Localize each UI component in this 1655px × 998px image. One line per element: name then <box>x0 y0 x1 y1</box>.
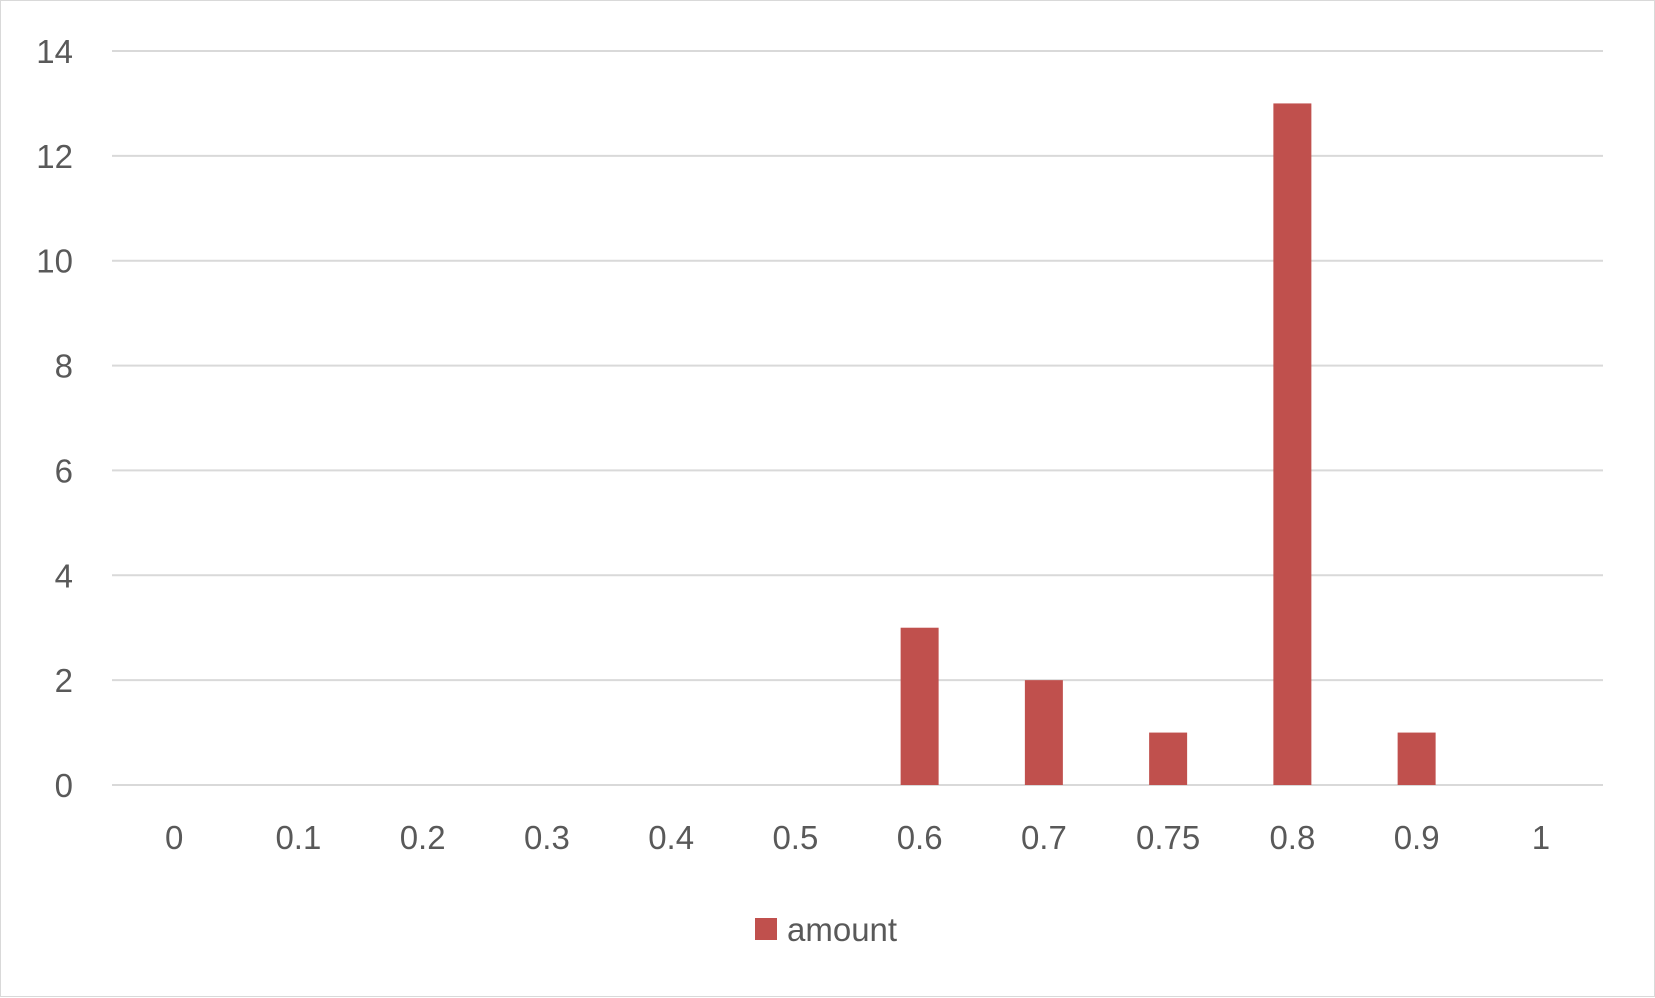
bar-0.75 <box>1149 732 1188 785</box>
x-tick-label: 0.2 <box>400 819 446 856</box>
y-tick-label: 12 <box>36 138 73 175</box>
y-tick-label: 0 <box>55 767 73 804</box>
bars <box>900 103 1436 785</box>
y-tick-label: 6 <box>55 452 73 489</box>
bar-0.7 <box>1024 680 1063 785</box>
x-axis-ticks: 0 0.1 0.2 0.3 0.4 0.5 0.6 0.7 0.75 0.8 0.9 1 <box>165 819 1550 856</box>
bar-0.9 <box>1397 732 1436 785</box>
x-tick-label: 0.5 <box>772 819 818 856</box>
x-tick-label: 1 <box>1532 819 1550 856</box>
y-tick-label: 14 <box>36 33 73 70</box>
x-tick-label: 0.3 <box>524 819 570 856</box>
y-tick-label: 2 <box>55 662 73 699</box>
x-tick-label: 0.6 <box>897 819 943 856</box>
x-tick-label: 0.8 <box>1269 819 1315 856</box>
x-tick-label: 0.75 <box>1136 819 1200 856</box>
x-tick-label: 0.4 <box>648 819 694 856</box>
gridlines <box>112 50 1603 786</box>
x-tick-label: 0.9 <box>1394 819 1440 856</box>
y-tick-label: 8 <box>55 348 73 385</box>
x-tick-label: 0.1 <box>275 819 321 856</box>
x-tick-label: 0 <box>165 819 183 856</box>
legend: amount <box>755 911 897 948</box>
bar-0.6 <box>900 627 939 785</box>
y-tick-label: 4 <box>55 557 73 594</box>
y-tick-label: 10 <box>36 243 73 280</box>
x-tick-label: 0.7 <box>1021 819 1067 856</box>
y-axis-ticks: 0 2 4 6 8 10 12 14 <box>36 33 73 804</box>
bar-0.8 <box>1273 103 1312 785</box>
legend-label-amount: amount <box>787 911 897 948</box>
legend-swatch-amount <box>755 918 777 940</box>
